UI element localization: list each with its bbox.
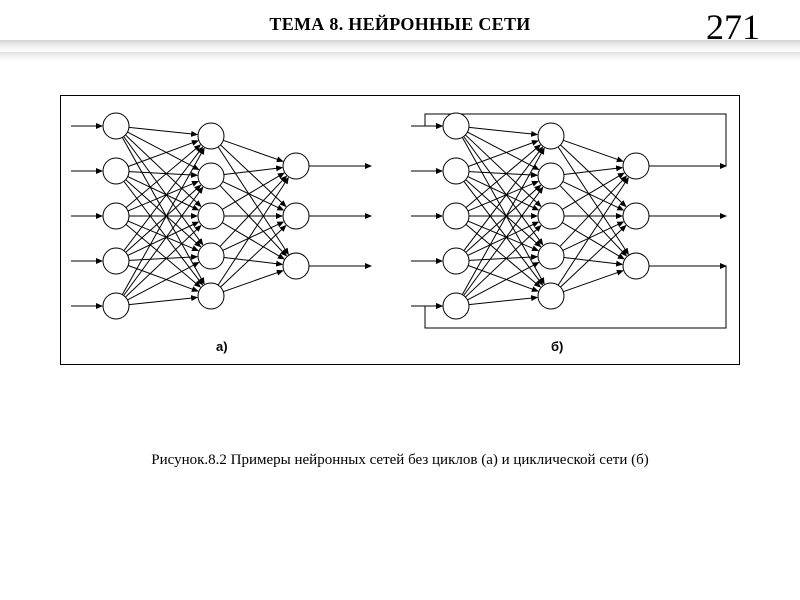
svg-text:a): a) [216, 339, 228, 354]
figure-caption: Рисунок.8.2 Примеры нейронных сетей без … [0, 452, 800, 469]
svg-text:б): б) [551, 339, 563, 354]
title-row: ТЕМА 8. НЕЙРОННЫЕ СЕТИ [0, 0, 800, 35]
decorative-bar [0, 40, 800, 52]
figure-frame: a) б) [60, 95, 740, 365]
decorative-bar-2 [0, 52, 800, 62]
header: ТЕМА 8. НЕЙРОННЫЕ СЕТИ 271 [0, 0, 800, 60]
network-diagram: a) б) [61, 96, 741, 366]
page-heading: ТЕМА 8. НЕЙРОННЫЕ СЕТИ [269, 14, 530, 35]
